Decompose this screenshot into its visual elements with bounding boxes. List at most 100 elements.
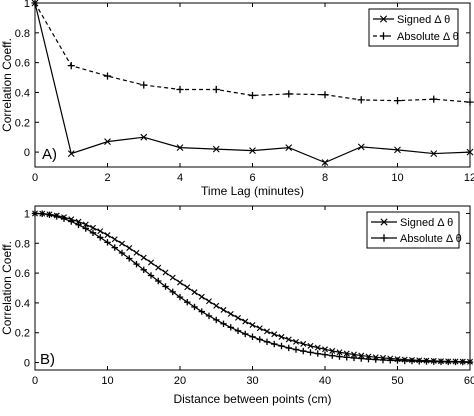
panel-label: B) — [40, 351, 55, 368]
data-point — [205, 312, 213, 320]
data-point — [329, 347, 336, 354]
data-point — [343, 354, 350, 361]
data-point — [140, 81, 148, 89]
data-point — [278, 342, 285, 350]
data-point — [285, 336, 292, 343]
legend: Signed Δ θ Absolute Δ θ — [368, 8, 459, 47]
data-point — [162, 283, 169, 290]
data-point — [147, 272, 155, 279]
data-point — [393, 97, 402, 105]
data-point — [408, 357, 416, 365]
data-point — [118, 249, 126, 257]
data-point — [140, 133, 148, 141]
data-point — [177, 279, 183, 286]
data-point — [350, 354, 358, 362]
chart-panel-2: 0 10 20 30 40 50 60 0 0.2 0.4 0.6 0.8 1 Distance betw… — [0, 205, 474, 406]
data-point — [372, 356, 379, 363]
data-point — [220, 320, 227, 327]
data-point — [351, 351, 357, 358]
data-point — [169, 288, 176, 296]
data-point — [60, 215, 68, 222]
x-tick-label: 12 — [464, 172, 474, 184]
x-tick-label: 2 — [104, 172, 110, 184]
data-point — [227, 324, 234, 331]
data-point — [256, 325, 263, 332]
data-point — [365, 355, 372, 363]
data-point — [213, 302, 220, 309]
data-point — [184, 298, 191, 306]
data-point — [176, 85, 184, 94]
data-point — [46, 211, 53, 218]
data-point — [314, 344, 321, 351]
data-point — [292, 346, 300, 353]
data-point — [394, 357, 401, 364]
data-point — [104, 232, 111, 239]
data-point — [314, 350, 321, 357]
y-tick-label: 0.2 — [15, 328, 30, 340]
legend-box — [368, 8, 459, 47]
data-point — [227, 310, 234, 317]
data-point — [336, 353, 343, 360]
data-point — [343, 350, 350, 357]
data-point — [169, 274, 176, 281]
data-point — [307, 349, 314, 356]
data-point — [459, 358, 466, 366]
data-point — [206, 298, 212, 305]
data-point — [321, 351, 329, 358]
data-point — [31, 0, 39, 7]
x-tick-label: 60 — [464, 375, 474, 387]
legend-marker — [380, 218, 388, 226]
data-point — [263, 338, 271, 346]
data-point — [249, 147, 256, 154]
data-point — [379, 356, 387, 364]
legend-marker — [380, 234, 388, 242]
x-tick-label: 4 — [177, 172, 183, 184]
data-point — [212, 85, 220, 94]
y-tick-label: 1 — [24, 0, 30, 10]
data-point — [67, 62, 75, 70]
x-tick-label: 40 — [319, 375, 331, 387]
x-tick-label: 10 — [391, 172, 403, 184]
data-point — [31, 210, 39, 217]
data-point — [445, 358, 452, 366]
x-tick-label: 30 — [246, 375, 258, 387]
data-point — [249, 321, 256, 328]
data-point — [103, 72, 112, 80]
data-point — [322, 346, 328, 353]
data-point — [133, 249, 140, 256]
data-point — [67, 150, 75, 157]
data-point — [213, 316, 220, 324]
y-tick-label: 0.6 — [15, 58, 30, 70]
legend-marker — [379, 15, 388, 23]
data-point — [97, 234, 104, 241]
data-point — [155, 277, 162, 285]
y-axis-label: Correlation Coeff. — [0, 241, 14, 335]
legend: Signed Δ θ Absolute Δ θ — [366, 211, 462, 249]
data-point — [104, 239, 111, 246]
data-point — [198, 293, 205, 300]
x-tick-label: 8 — [322, 172, 328, 184]
data-point — [235, 314, 241, 321]
data-point — [278, 333, 285, 340]
data-point — [162, 269, 169, 276]
data-point — [155, 264, 162, 271]
data-point — [249, 333, 256, 340]
data-point — [119, 240, 125, 247]
data-point — [271, 340, 278, 348]
data-point — [220, 306, 227, 313]
data-point — [430, 150, 438, 157]
data-point — [430, 95, 438, 103]
legend-label: Absolute Δ θ — [400, 233, 462, 245]
data-point — [300, 340, 307, 347]
y-axis-label: Correlation Coeff. — [0, 38, 14, 132]
data-point — [285, 344, 292, 352]
data-point — [82, 225, 89, 232]
data-point — [416, 358, 423, 365]
data-point — [285, 90, 293, 98]
data-point — [271, 331, 278, 338]
data-point — [89, 229, 97, 237]
data-point — [430, 358, 437, 365]
panel-label: A) — [42, 146, 57, 163]
